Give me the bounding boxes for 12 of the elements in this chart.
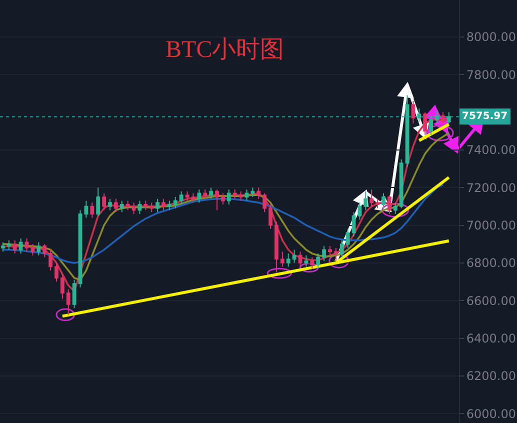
y-tick-label: 6000.00: [466, 406, 516, 421]
y-tick-label: 7200.00: [466, 180, 516, 195]
y-tick-label: 7400.00: [466, 143, 516, 158]
y-tick-label: 6800.00: [466, 256, 516, 270]
y-tick-label: 7000.00: [466, 218, 516, 232]
y-tick-label: 6200.00: [466, 369, 516, 384]
y-tick-label: 8000.00: [466, 30, 516, 44]
y-tick-label: 6400.00: [466, 331, 516, 346]
ref-line-label: 7575.97: [462, 111, 508, 122]
y-tick-label: 7800.00: [466, 68, 516, 82]
y-tick-label: 6600.00: [466, 294, 516, 308]
text: BTC小时图: [166, 37, 284, 64]
